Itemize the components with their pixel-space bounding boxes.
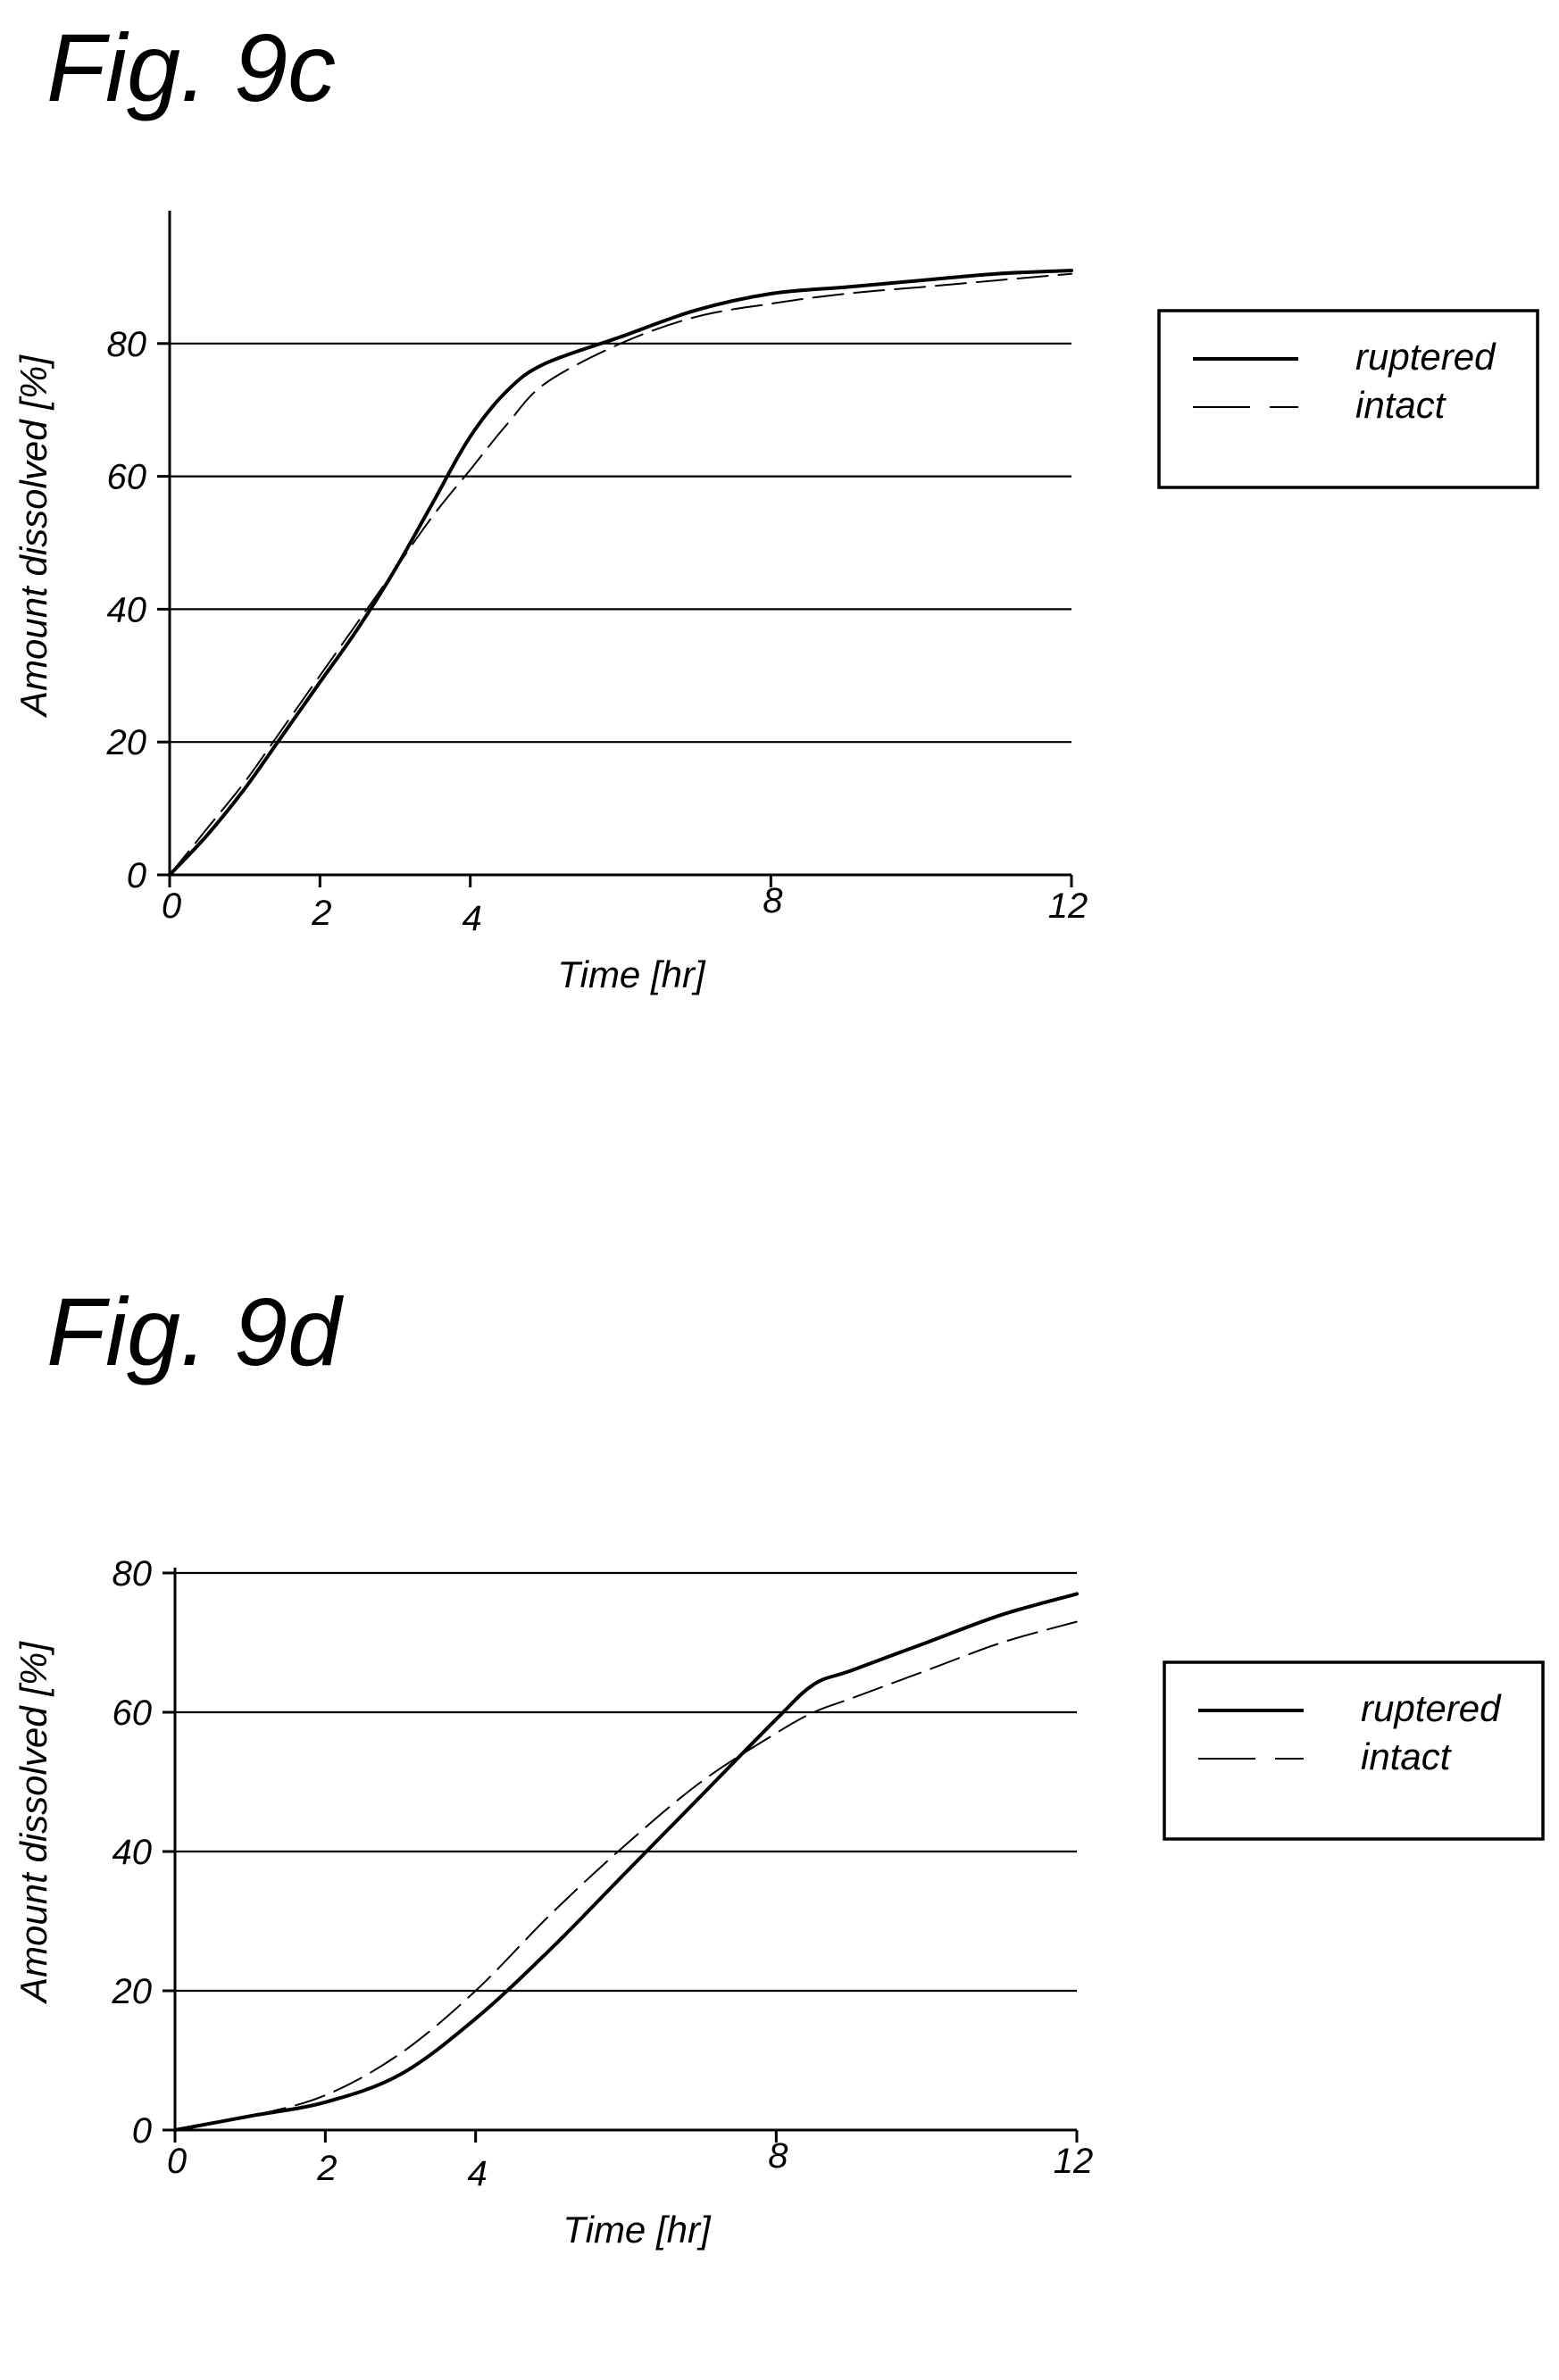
series-line-intact	[174, 1620, 1078, 2131]
y-tick-label: 80	[107, 325, 147, 364]
series-line-intact	[169, 272, 1072, 876]
y-tick-label: 40	[113, 1833, 153, 1872]
legend-label: intact	[1361, 1735, 1453, 1777]
series-line-ruptered	[173, 1592, 1079, 2132]
x-tick-label: 0	[167, 2142, 187, 2181]
x-tick-label: 8	[763, 881, 783, 920]
x-tick-label: 12	[1054, 2142, 1094, 2181]
x-tick-label: 0	[162, 886, 181, 926]
legend-box	[1163, 1660, 1545, 1841]
y-tick-label: 60	[107, 458, 147, 497]
x-axis-title: Time [hr]	[557, 953, 706, 995]
series-line-ruptered	[168, 269, 1073, 877]
legend-box	[1157, 309, 1539, 489]
y-tick-label: 20	[112, 1972, 153, 2011]
figure-title: Fig. 9d	[46, 1277, 342, 1386]
legend-label: ruptered	[1355, 336, 1496, 378]
x-tick-label: 2	[316, 2149, 337, 2188]
y-tick-label: 60	[113, 1693, 153, 1733]
y-axis-title: Amount dissolved [%]	[13, 1641, 54, 2005]
y-tick-label: 0	[127, 856, 146, 895]
x-tick-label: 4	[468, 2154, 488, 2193]
chart-fig-9d: 0 20 40 60 80 0 2 4 8 12 Time [hr] Amount dissolved…	[13, 1554, 1545, 2251]
y-tick-label: 40	[107, 590, 147, 629]
y-tick-label: 80	[113, 1554, 153, 1594]
y-tick-label: 0	[132, 2111, 152, 2151]
legend-label: ruptered	[1361, 1687, 1502, 1729]
y-tick-label: 20	[106, 723, 147, 762]
figure-title: Fig. 9c	[46, 13, 337, 121]
x-tick-label: 2	[311, 894, 331, 933]
y-axis-title: Amount dissolved [%]	[13, 354, 54, 719]
legend-label: intact	[1355, 384, 1447, 426]
x-tick-label: 8	[768, 2136, 788, 2176]
chart-fig-9c: 0 20 40 60 80 0 2 4 8 12 Time [hr] Amount dissolved…	[13, 211, 1539, 995]
x-tick-label: 12	[1048, 886, 1088, 926]
x-tick-label: 4	[463, 899, 482, 938]
x-axis-title: Time [hr]	[563, 2209, 712, 2251]
